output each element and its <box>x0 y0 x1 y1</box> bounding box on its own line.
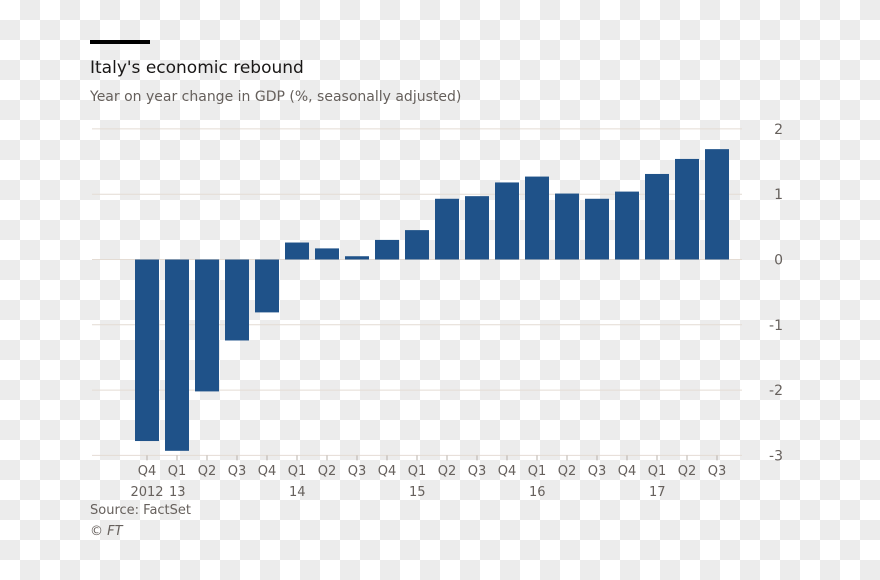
x-tick-label: Q3 <box>588 464 607 479</box>
bar <box>465 196 489 260</box>
chart-subtitle: Year on year change in GDP (%, seasonall… <box>90 89 462 105</box>
x-tick-label: Q4 <box>618 464 637 479</box>
x-tick-label: Q3 <box>228 464 247 479</box>
x-tick-label: Q4 <box>378 464 397 479</box>
x-tick-label: Q1 <box>168 464 187 479</box>
bar <box>225 259 249 341</box>
bar <box>495 182 519 260</box>
bar <box>375 239 399 260</box>
x-tick-label: Q1 <box>648 464 667 479</box>
bar <box>645 173 669 260</box>
bar <box>255 259 279 313</box>
title-accent-bar <box>90 40 150 44</box>
x-year-label: 13 <box>169 485 186 500</box>
bar <box>195 259 219 392</box>
x-tick-label: Q1 <box>528 464 547 479</box>
x-year-label: 2012 <box>130 485 163 500</box>
y-tick-label: 0 <box>774 253 783 269</box>
y-tick-label: 1 <box>774 187 783 203</box>
x-tick-label: Q2 <box>558 464 577 479</box>
bar <box>435 198 459 260</box>
y-tick-label: -1 <box>769 318 783 334</box>
bar <box>555 193 579 260</box>
bar <box>615 191 639 260</box>
x-tick-label: Q2 <box>318 464 337 479</box>
y-tick-label: -2 <box>769 383 783 399</box>
x-tick-label: Q1 <box>288 464 307 479</box>
source-note: Source: FactSet <box>90 503 192 518</box>
bar <box>285 242 309 260</box>
x-tick-label: Q4 <box>498 464 517 479</box>
bar <box>315 248 339 260</box>
x-tick-label: Q3 <box>708 464 727 479</box>
bar <box>675 158 699 260</box>
copyright-note: © FT <box>90 524 123 539</box>
x-tick-label: Q2 <box>678 464 697 479</box>
x-tick-label: Q4 <box>138 464 157 479</box>
x-tick-label: Q1 <box>408 464 427 479</box>
x-year-label: 16 <box>529 485 546 500</box>
x-tick-label: Q2 <box>198 464 217 479</box>
bar <box>135 259 159 442</box>
x-tick-label: Q2 <box>438 464 457 479</box>
chart-title: Italy's economic rebound <box>90 58 304 78</box>
y-tick-label: -3 <box>769 448 783 464</box>
bar <box>405 230 429 260</box>
x-tick-label: Q3 <box>468 464 487 479</box>
x-year-label: 15 <box>409 485 426 500</box>
x-tick-label: Q3 <box>348 464 367 479</box>
bar <box>345 256 369 260</box>
y-tick-label: 2 <box>774 122 783 138</box>
bar <box>585 198 609 260</box>
bar <box>525 176 549 260</box>
bar <box>165 259 189 451</box>
x-year-label: 17 <box>649 485 666 500</box>
x-tick-label: Q4 <box>258 464 277 479</box>
x-year-label: 14 <box>289 485 306 500</box>
bar <box>705 149 729 260</box>
